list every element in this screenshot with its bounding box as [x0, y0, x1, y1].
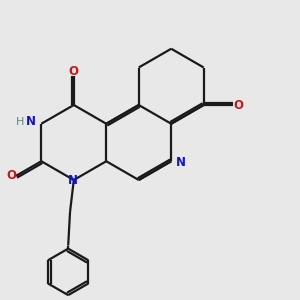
Text: N: N — [68, 174, 78, 187]
Text: O: O — [7, 169, 16, 182]
Text: N: N — [26, 116, 36, 128]
Text: O: O — [69, 65, 79, 78]
Text: N: N — [176, 155, 186, 169]
Text: O: O — [234, 98, 244, 112]
Text: H: H — [15, 117, 24, 127]
